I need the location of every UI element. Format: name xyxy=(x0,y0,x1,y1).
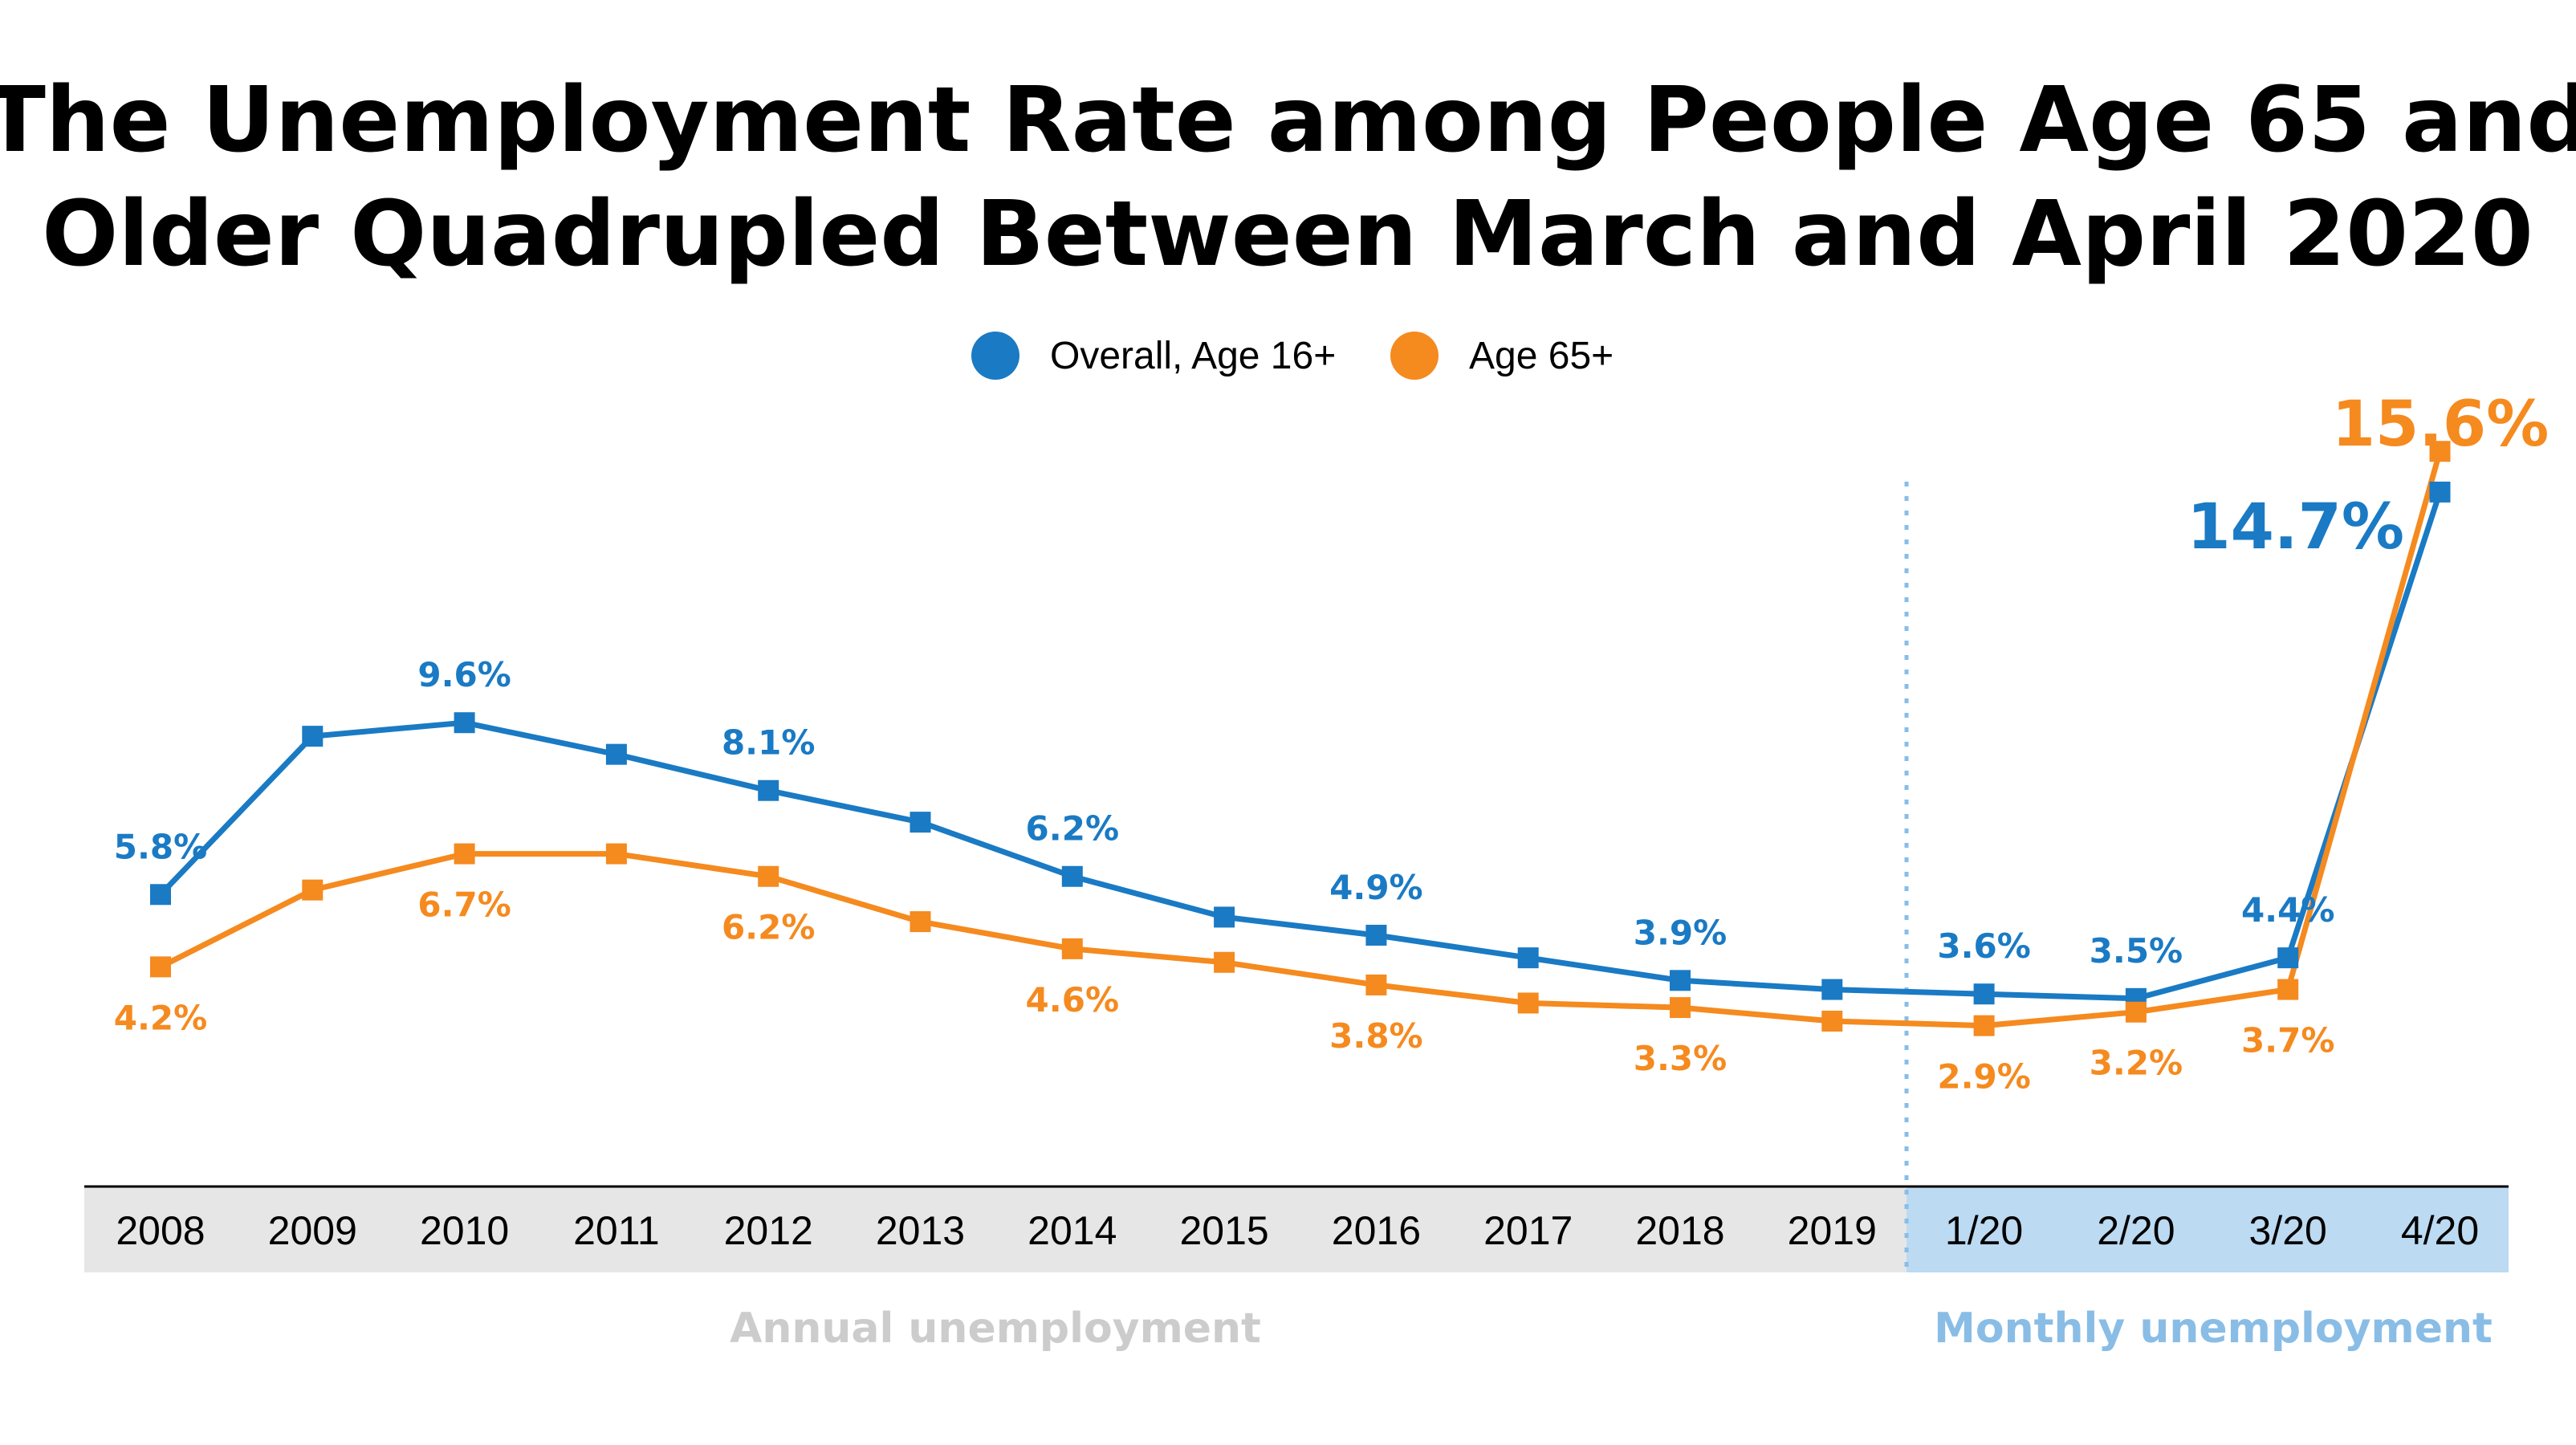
data-label-age65: 3.7% xyxy=(2241,1021,2334,1060)
x-tick-label: 2011 xyxy=(573,1208,660,1253)
data-point xyxy=(605,743,627,765)
data-point xyxy=(1214,951,1235,973)
data-label-overall: 9.6% xyxy=(417,655,511,694)
x-tick-label: 3/20 xyxy=(2249,1208,2327,1253)
data-label-overall: 3.5% xyxy=(2090,931,2183,971)
x-tick-label: 2014 xyxy=(1028,1208,1117,1253)
data-point xyxy=(2277,947,2299,969)
series-line-0 xyxy=(158,490,2443,1002)
data-point xyxy=(2429,481,2451,503)
data-label-overall: 4.4% xyxy=(2241,890,2334,930)
data-point xyxy=(302,879,324,901)
x-tick-label: 2012 xyxy=(724,1208,813,1253)
x-tick-label: 2010 xyxy=(420,1208,509,1253)
data-point xyxy=(1214,906,1235,928)
data-point xyxy=(1821,1011,1843,1032)
data-label-overall: 8.1% xyxy=(722,723,815,763)
data-labels: 5.8% 4.2% 9.6% 6.7% 8.1% 6.2% 6.2% 4.6% 4.9% 3.8%… xyxy=(114,389,2550,1097)
x-tick-label: 2017 xyxy=(1483,1208,1573,1253)
data-label-age65: 15.6% xyxy=(2332,389,2550,461)
data-label-overall: 6.2% xyxy=(1026,809,1119,849)
annual-band xyxy=(84,1187,1907,1272)
data-point xyxy=(1973,1015,1995,1036)
data-label-age65: 4.6% xyxy=(1026,980,1119,1020)
data-point xyxy=(1365,974,1387,995)
data-label-overall: 4.9% xyxy=(1329,868,1422,907)
data-point xyxy=(758,779,779,801)
data-label-overall: 3.9% xyxy=(1634,913,1727,952)
data-label-overall: 5.8% xyxy=(114,827,207,866)
data-point xyxy=(758,865,779,887)
x-axis-tick-labels: 2008 2009 2010 2011 2012 2013 2014 2015 2016 2017… xyxy=(116,1208,2479,1253)
chart-title-line2: Older Quadrupled Between March and April… xyxy=(42,182,2533,287)
data-label-age65: 3.3% xyxy=(1634,1039,1727,1078)
annual-unemployment-label: Annual unemployment xyxy=(730,1305,1261,1353)
data-point xyxy=(1517,947,1539,969)
legend-swatch xyxy=(1390,332,1439,380)
data-label-age65: 6.7% xyxy=(417,885,511,925)
data-label-age65: 3.8% xyxy=(1329,1016,1422,1056)
x-tick-label: 2008 xyxy=(116,1208,205,1253)
data-label-age65: 4.2% xyxy=(114,998,207,1037)
x-tick-label: 4/20 xyxy=(2401,1208,2479,1253)
data-point xyxy=(150,884,171,906)
data-label-overall: 14.7% xyxy=(2187,491,2404,564)
data-point xyxy=(1061,938,1083,959)
data-point xyxy=(2125,1001,2147,1023)
data-point xyxy=(150,956,171,978)
data-point xyxy=(1670,997,1691,1019)
legend: Overall, Age 16+ Age 65+ xyxy=(971,332,1614,380)
series-line-1 xyxy=(159,450,2443,1029)
x-tick-label: 2015 xyxy=(1179,1208,1268,1253)
data-point xyxy=(2277,979,2299,1000)
data-label-age65: 3.2% xyxy=(2090,1044,2183,1083)
legend-entry-0: Overall, Age 16+ xyxy=(1050,335,1336,377)
x-tick-label: 2009 xyxy=(268,1208,357,1253)
data-point xyxy=(910,911,931,933)
data-point xyxy=(454,843,475,865)
data-point xyxy=(910,812,931,833)
data-point xyxy=(1821,979,1843,1000)
data-point xyxy=(2429,441,2451,462)
x-tick-label: 2/20 xyxy=(2097,1208,2175,1253)
x-tick-label: 1/20 xyxy=(1945,1208,2023,1253)
data-point xyxy=(1517,992,1539,1014)
data-label-age65: 6.2% xyxy=(722,908,815,947)
data-point xyxy=(454,712,475,734)
data-point xyxy=(605,843,627,865)
x-tick-label: 2019 xyxy=(1788,1208,1877,1253)
data-label-overall: 3.6% xyxy=(1937,926,2030,966)
chart-title-line1: The Unemployment Rate among People Age 6… xyxy=(0,68,2576,173)
data-label-age65: 2.9% xyxy=(1937,1057,2030,1097)
x-tick-label: 2013 xyxy=(876,1208,965,1253)
monthly-band xyxy=(1907,1187,2509,1272)
data-point xyxy=(1365,924,1387,946)
data-point xyxy=(1061,865,1083,887)
series-points xyxy=(150,441,2451,1036)
series-lines xyxy=(158,450,2443,1029)
legend-swatch xyxy=(971,332,1019,380)
data-point xyxy=(1973,983,1995,1005)
monthly-unemployment-label: Monthly unemployment xyxy=(1934,1305,2493,1353)
x-axis-bands xyxy=(84,482,2509,1272)
data-point xyxy=(1670,970,1691,991)
x-tick-label: 2018 xyxy=(1635,1208,1724,1253)
data-point xyxy=(302,726,324,747)
legend-entry-1: Age 65+ xyxy=(1469,335,1614,377)
x-tick-label: 2016 xyxy=(1332,1208,1421,1253)
